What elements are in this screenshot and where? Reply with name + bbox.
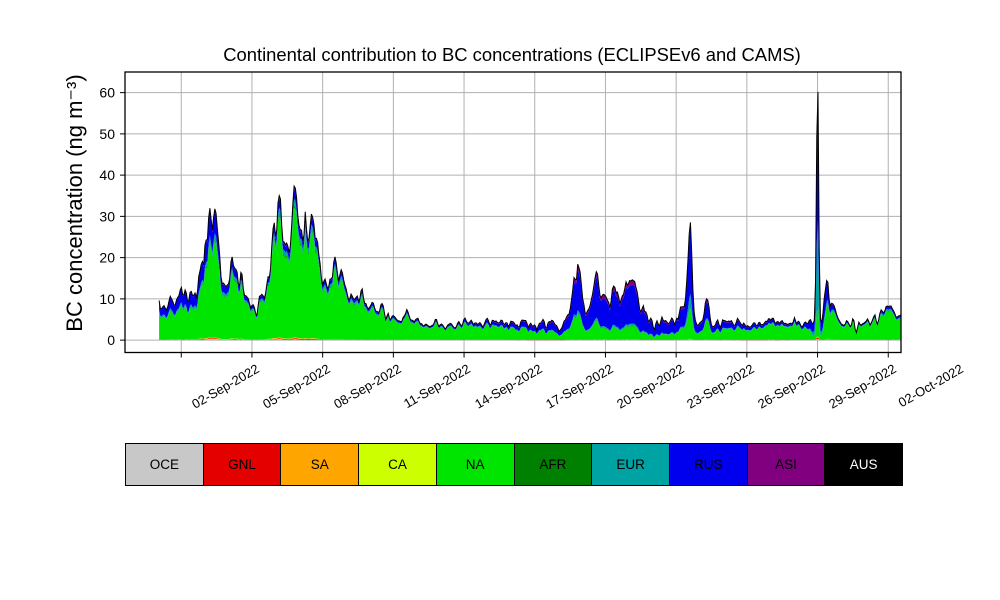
svg-text:10: 10 <box>99 291 115 307</box>
svg-text:20: 20 <box>99 250 115 266</box>
svg-text:60: 60 <box>99 85 115 101</box>
svg-text:30: 30 <box>99 208 115 224</box>
svg-text:50: 50 <box>99 126 115 142</box>
svg-text:40: 40 <box>99 167 115 183</box>
svg-text:0: 0 <box>107 332 115 348</box>
